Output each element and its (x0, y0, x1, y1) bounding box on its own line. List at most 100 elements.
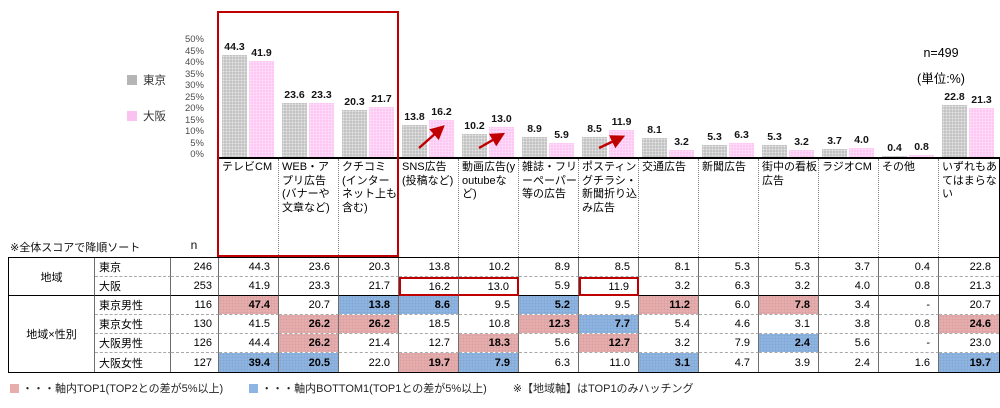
value-cell: 3.8 (819, 315, 879, 334)
row-label: 大阪女性 (95, 353, 171, 372)
value-cell: 4.6 (699, 315, 759, 334)
value-cell: 12.3 (519, 315, 579, 334)
value-cell: 3.4 (819, 296, 879, 315)
value-cell: 19.7 (939, 353, 999, 372)
value-cell: 10.8 (459, 315, 519, 334)
chart-legend: 東京大阪 (127, 72, 166, 124)
bar-value-label-tokyo: 44.3 (224, 41, 245, 54)
row-label: 東京 (95, 258, 171, 277)
bar-slot: 3.7 4.0 (818, 42, 878, 157)
value-cell: 5.9 (519, 277, 579, 296)
bar-value-label-tokyo: 10.2 (464, 119, 485, 132)
bar-slot: 13.8 16.2 (398, 42, 458, 157)
bar-value-label-osaka: 23.3 (311, 89, 332, 102)
value-cell: 21.3 (939, 277, 999, 296)
row-label: 東京男性 (95, 296, 171, 315)
y-axis-tick-label: 25% (184, 91, 204, 103)
value-cell: 9.5 (579, 296, 639, 315)
value-cell: 8.5 (579, 258, 639, 277)
n-column-header: n (190, 238, 198, 252)
value-cell: 6.3 (699, 277, 759, 296)
sort-note: ※全体スコアで降順ソート (10, 242, 141, 254)
bar-osaka (609, 129, 634, 157)
y-axis-tick-label: 15% (184, 114, 204, 126)
footnotes: ・・・軸内TOP1(TOP2との差が5%以上) ・・・軸内BOTTOM1(TOP1… (10, 380, 694, 396)
bar-osaka (549, 143, 574, 157)
value-cell: 13.8 (399, 258, 459, 277)
bar-value-label-osaka: 11.9 (611, 115, 632, 128)
n-cell: 253 (171, 277, 219, 296)
legend-item-tokyo: 東京 (127, 72, 166, 88)
bar-value-label-osaka: 13.0 (491, 113, 512, 126)
bar-value-label-osaka: 5.9 (554, 129, 569, 142)
value-cell: 7.8 (759, 296, 819, 315)
value-cell: 3.2 (639, 334, 699, 353)
bar-osaka (849, 147, 874, 157)
value-cell: 5.3 (759, 258, 819, 277)
row-label: 東京女性 (95, 315, 171, 334)
bar-value-label-tokyo: 13.8 (404, 111, 425, 124)
value-cell: 16.2 (399, 277, 459, 296)
value-cell: 23.3 (279, 277, 339, 296)
category-header-cell: 雑誌・フリーペーパー等の広告 (519, 159, 579, 259)
y-axis-tick-label: 10% (184, 126, 204, 137)
bar-tokyo (522, 136, 547, 157)
value-cell: 47.4 (219, 296, 279, 315)
bar-osaka (309, 103, 334, 157)
legend-label: 大阪 (143, 111, 166, 123)
bar-osaka (789, 149, 814, 157)
bar-value-label-osaka: 16.2 (431, 105, 452, 118)
value-cell: 4.7 (699, 353, 759, 372)
footnote-1: ・・・軸内TOP1(TOP2との差が5%以上) (10, 380, 223, 396)
bar-value-label-tokyo: 5.3 (707, 130, 722, 143)
value-cell: 13.8 (339, 296, 399, 315)
footnote-swatch-icon (249, 383, 259, 393)
value-cell: 11.0 (579, 353, 639, 372)
value-cell: 26.2 (339, 315, 399, 334)
bar-value-label-osaka: 21.3 (971, 94, 992, 107)
bar-slot: 8.9 5.9 (518, 42, 578, 157)
value-cell: 3.2 (759, 277, 819, 296)
bar-osaka (909, 155, 934, 157)
value-cell: 44.3 (219, 258, 279, 277)
value-cell: 12.7 (579, 334, 639, 353)
value-cell: 21.7 (339, 277, 399, 296)
value-cell: 13.0 (459, 277, 519, 296)
footnote-text: ・・・軸内TOP1(TOP2との差が5%以上) (22, 383, 224, 395)
bar-slot: 8.5 11.9 (578, 42, 638, 157)
bar-tokyo (342, 110, 367, 157)
value-cell: 26.2 (279, 315, 339, 334)
bar-value-label-tokyo: 8.9 (527, 122, 542, 135)
value-cell: 22.8 (939, 258, 999, 277)
value-cell: 18.5 (399, 315, 459, 334)
bar-tokyo (702, 144, 727, 157)
bar-slot: 22.8 21.3 (938, 42, 998, 157)
value-cell: 23.6 (279, 258, 339, 277)
bar-value-label-osaka: 3.2 (674, 135, 689, 148)
row-label: 大阪 (95, 277, 171, 296)
n-cell: 126 (171, 334, 219, 353)
legend-swatch-icon (127, 75, 137, 85)
value-cell: 20.5 (279, 353, 339, 372)
value-cell: 7.9 (699, 334, 759, 353)
category-header-cell: その他 (879, 159, 939, 259)
category-header-cell: 動画広告(youtubeなど) (459, 159, 519, 259)
value-cell: 2.4 (759, 334, 819, 353)
bar-osaka (429, 119, 454, 157)
value-cell: 1.6 (879, 353, 939, 372)
y-axis-tick-label: 50% (184, 34, 204, 45)
category-header-cell: 交通広告 (639, 159, 699, 259)
value-cell: 3.1 (759, 315, 819, 334)
y-axis-tick-label: 5% (190, 137, 204, 149)
bar-tokyo (642, 138, 667, 157)
bar-osaka (729, 142, 754, 157)
value-cell: 0.8 (879, 277, 939, 296)
footnote-3: ※【地域軸】はTOP1のみハッチング (513, 380, 694, 396)
value-cell: 5.4 (639, 315, 699, 334)
value-cell: 4.0 (819, 277, 879, 296)
value-cell: 7.9 (459, 353, 519, 372)
value-cell: 41.5 (219, 315, 279, 334)
bar-tokyo (462, 133, 487, 157)
value-cell: 0.8 (879, 315, 939, 334)
